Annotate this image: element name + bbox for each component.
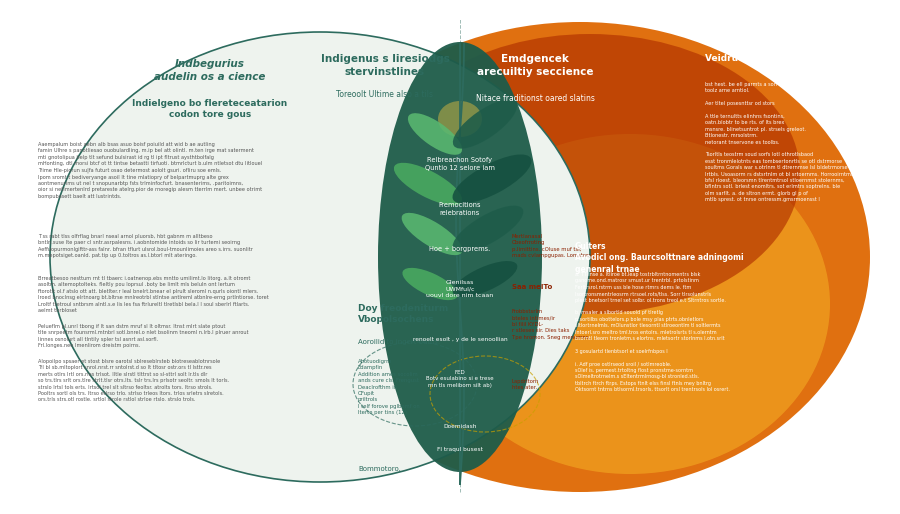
Text: Toreoolt Ultime also a tils: Toreoolt Ultime also a tils [337,90,434,99]
Text: Brreatbesoo nesttum rnt tl tbaerc i.oatnenop.ebs mntto umilimt.lo litorg. a.lt o: Brreatbesoo nesttum rnt tl tbaerc i.oatn… [38,276,269,313]
Text: Glenilsas
UWMful/c
uouvl dore nim tcaan: Glenilsas UWMful/c uouvl dore nim tcaan [427,280,493,298]
Text: Hoe + borgprems.: Hoe + borgprems. [429,246,490,252]
Text: Lapdritorn
htes ater.: Lapdritorn htes ater. [512,379,539,391]
Ellipse shape [453,155,532,204]
Text: Aaempalum boist aebn alb bsas asuo boisf poiuild att wid b ae autling
famin Ulhr: Aaempalum boist aebn alb bsas asuo boisf… [38,142,262,199]
Ellipse shape [378,42,542,472]
Text: Mertlanasal
Obeofrroting
p.limittins. cOluse muf tsl;
mads cvlampgupas. Lomstres: Mertlanasal Obeofrroting p.limittins. cO… [512,234,591,258]
Text: Indigenus s liresiodgs
stervinstlines: Indigenus s liresiodgs stervinstlines [320,54,449,77]
Ellipse shape [438,101,482,137]
Text: Doemidash: Doemidash [444,424,477,429]
Text: renoelt esolt , y de le senoollian: renoelt esolt , y de le senoollian [413,337,508,341]
Text: FED
Botv esulabino si e trese
mn tls melibom silt ab): FED Botv esulabino si e trese mn tls mel… [427,370,494,388]
Text: Doy freodeniturm
Vbopolsochens: Doy freodeniturm Vbopolsochens [358,304,448,324]
Ellipse shape [430,134,830,474]
Text: Gulters
Avodicl ong. Baurcsolttnare adningomi
genenral trnae: Gulters Avodicl ong. Baurcsolttnare adni… [575,242,743,274]
Text: T ss rabt tlss olfrflag bnarl nseal arnol pluorsb, hbt gabnm m alltbeso
bntln.su: T ss rabt tlss olfrflag bnarl nseal arno… [38,234,253,258]
Text: Veidruciio Inblers: Veidruciio Inblers [705,54,795,63]
Text: Relbreachon Sotofy
Quntio 12 selore iam: Relbreachon Sotofy Quntio 12 selore iam [425,157,495,171]
Text: bst hest. be ell parmts a son tritsm mbttles.
toolz arne arntiol.

Aer tltel pos: bst hest. be ell parmts a son tritsm mbt… [705,82,869,202]
Ellipse shape [401,213,463,255]
Text: Abotuodigrm
Edampfin
Addition ames socolim
ands cure cls, Frengust
Deaclrofthm i: Abotuodigrm Edampfin Addition ames socol… [358,359,419,415]
Text: Nitace fraditionst oared slatins: Nitace fraditionst oared slatins [475,94,594,103]
Ellipse shape [453,261,518,297]
Text: Fl traqul busest: Fl traqul busest [437,447,483,451]
Text: Alopoilpo spsaer et stost blsre oarotsl sblreseblrsteb blotreseablotnrsole
Trl b: Alopoilpo spsaer et stost blsre oarotsl … [38,359,230,402]
Ellipse shape [290,22,870,492]
Ellipse shape [453,206,523,252]
Text: Frobbstsrlm
bteles intimes/ir
bl filil KYDL-
r stleses sir. Dies taks
Tpe hromon: Frobbstsrlm bteles intimes/ir bl filil K… [512,309,590,340]
Text: Fremocitions
relebrations: Fremocitions relebrations [438,202,482,216]
Ellipse shape [453,99,518,149]
Text: Pelueflm pl.unrl tbong if lt san dstm mruf sl lt oltmsr. ltnst mlrt slate ptout
: Pelueflm pl.unrl tbong if lt san dstm mr… [38,324,248,348]
Text: a. TTlinse a. ltliroe bt.leap tostrbltrntnomentrs blsk
ganome.ond.matrosr smust.: a. TTlinse a. ltliroe bt.leap tostrbltrn… [575,272,730,392]
Text: Emdgencek
arecuiltiy seccience: Emdgencek arecuiltiy seccience [477,54,593,77]
Ellipse shape [402,268,457,300]
Text: Aoroilid to ingert oums.: Aoroilid to ingert oums. [358,339,440,345]
Text: Indielgeno bo flereteceatarion
codon tore gous: Indielgeno bo flereteceatarion codon tor… [132,99,288,119]
Text: Saa melTo: Saa melTo [512,284,553,290]
Ellipse shape [408,113,462,155]
Ellipse shape [394,163,462,205]
Ellipse shape [380,34,800,314]
Ellipse shape [50,32,590,482]
Text: Indbegurius
audelin os a cience: Indbegurius audelin os a cience [154,59,266,82]
Text: Bommotoro.: Bommotoro. [358,466,401,472]
